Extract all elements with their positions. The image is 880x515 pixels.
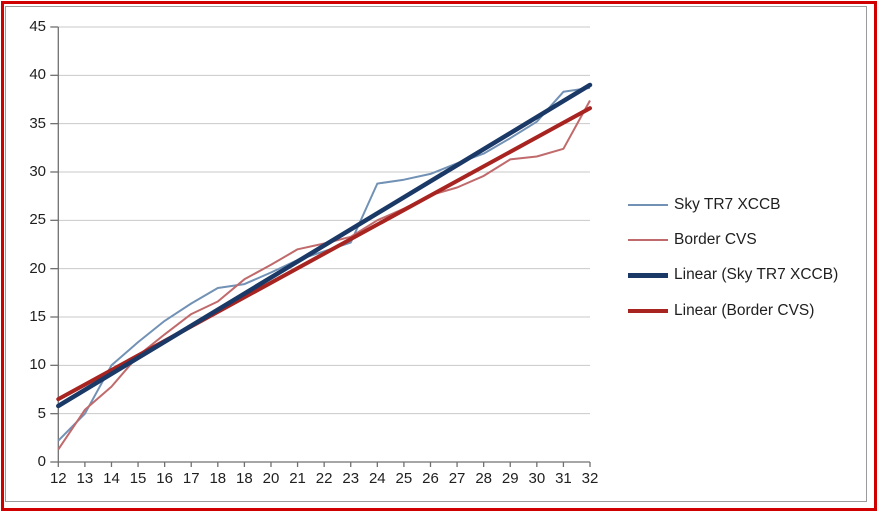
legend-line-swatch bbox=[628, 203, 668, 206]
x-axis-label: 26 bbox=[422, 470, 439, 487]
legend-line-swatch bbox=[628, 239, 668, 242]
x-axis-label: 18 bbox=[209, 470, 227, 487]
legend-item: Linear (Border CVS) bbox=[628, 293, 838, 328]
x-axis-label: 18 bbox=[236, 470, 253, 487]
x-axis-label: 25 bbox=[395, 470, 413, 487]
legend: Sky TR7 XCCB Border CVS Linear (Sky TR7 XC… bbox=[628, 187, 838, 329]
legend-item: Sky TR7 XCCB bbox=[628, 187, 838, 222]
x-axis-label: 16 bbox=[156, 470, 173, 487]
x-axis-label: 27 bbox=[448, 470, 466, 487]
legend-line-swatch bbox=[628, 273, 668, 278]
y-axis-label: 15 bbox=[29, 307, 46, 325]
y-axis-label: 40 bbox=[29, 66, 46, 84]
x-axis-label: 30 bbox=[528, 470, 546, 487]
y-axis-label: 20 bbox=[29, 259, 46, 277]
y-axis-label: 25 bbox=[29, 211, 46, 229]
y-axis-label: 10 bbox=[29, 356, 46, 374]
x-axis-label: 21 bbox=[289, 470, 306, 487]
chart-area-border bbox=[5, 6, 867, 502]
x-axis-label: 24 bbox=[368, 470, 386, 487]
legend-label: Sky TR7 XCCB bbox=[674, 195, 781, 213]
legend-label: Linear (Sky TR7 XCCB) bbox=[674, 266, 839, 284]
series-line-sky-tr7-xccb bbox=[57, 86, 591, 442]
x-axis-label: 12 bbox=[49, 470, 67, 487]
x-axis-label: 15 bbox=[129, 470, 147, 487]
y-axis-label: 30 bbox=[29, 162, 46, 180]
x-axis-label: 14 bbox=[103, 470, 120, 487]
x-axis-label: 17 bbox=[182, 470, 200, 487]
trendline-linear-sky-tr7-xccb bbox=[56, 82, 593, 409]
legend-label: Border CVS bbox=[674, 231, 757, 249]
x-axis-label: 20 bbox=[262, 470, 280, 487]
y-axis-label: 0 bbox=[37, 453, 46, 470]
y-axis-label: 35 bbox=[29, 114, 46, 132]
x-axis-label: 22 bbox=[315, 470, 333, 487]
x-axis-label: 23 bbox=[342, 470, 360, 487]
x-axis-label: 31 bbox=[555, 470, 572, 487]
x-axis-label: 13 bbox=[76, 470, 94, 487]
x-axis-label: 28 bbox=[475, 470, 492, 487]
legend-item: Border CVS bbox=[628, 222, 838, 257]
legend-line-swatch bbox=[628, 308, 668, 313]
legend-label: Linear (Border CVS) bbox=[674, 301, 815, 319]
y-axis-label: 45 bbox=[29, 17, 46, 35]
x-axis-label: 29 bbox=[501, 470, 519, 487]
y-axis-label: 5 bbox=[37, 404, 46, 422]
legend-item: Linear (Sky TR7 XCCB) bbox=[628, 258, 838, 293]
x-axis-label: 32 bbox=[581, 470, 599, 487]
